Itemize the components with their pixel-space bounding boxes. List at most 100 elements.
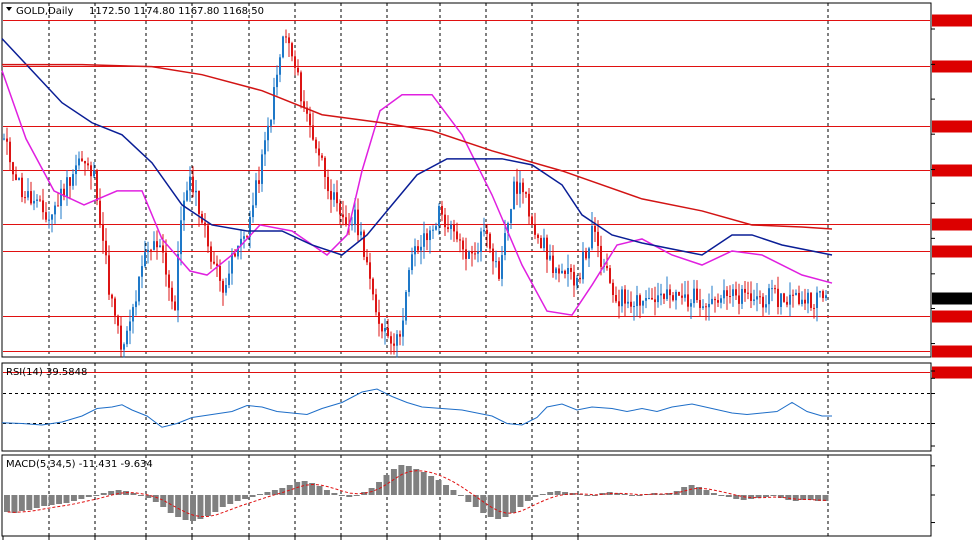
candle-body [822, 291, 824, 299]
macd-bar [554, 491, 561, 495]
candle-body [429, 230, 431, 241]
candle-body [375, 294, 377, 313]
macd-label: MACD(5,34,5) -11.431 -9.634 [6, 459, 153, 470]
macd-bar [145, 495, 152, 498]
macd-plot [4, 465, 935, 524]
candle-body [597, 231, 599, 246]
macd-bar [472, 495, 479, 507]
macd-bar [4, 495, 10, 512]
candle-body [660, 293, 662, 296]
macd-bar [777, 495, 784, 498]
candle-body [384, 328, 386, 332]
macd-bar [249, 495, 256, 497]
candle-body [234, 253, 236, 257]
candle-body [357, 209, 359, 236]
candle-body [456, 231, 458, 240]
candle-body [627, 301, 629, 304]
candle-body [390, 336, 392, 344]
level-badge [932, 366, 972, 379]
macd-bar [361, 492, 368, 495]
macd-bar [725, 495, 732, 497]
candle-body [312, 125, 314, 140]
macd-bar [710, 493, 717, 495]
candle-body [555, 268, 557, 274]
candle-body [639, 295, 641, 306]
triangle-down-icon[interactable] [6, 7, 12, 11]
candle-body [114, 298, 116, 316]
candle-body [54, 205, 56, 215]
candle-body [309, 113, 311, 126]
main-panel-frame [1, 2, 932, 358]
candle-body [528, 193, 530, 217]
level-badge [932, 120, 972, 133]
macd-bar [93, 495, 100, 496]
candle-body [42, 200, 44, 213]
candle-body [231, 253, 233, 274]
macd-bar [629, 495, 636, 496]
macd-bar [152, 495, 159, 502]
macd-bar [495, 495, 502, 519]
macd-bar [390, 469, 397, 495]
candle-body [426, 233, 428, 241]
candle-body [405, 292, 407, 321]
candle-body [21, 177, 23, 198]
macd-bar [420, 472, 427, 495]
candle-body [804, 299, 806, 304]
candle-body [294, 56, 296, 68]
candle-body [318, 148, 320, 156]
candle-body [165, 252, 167, 275]
candle-body [741, 288, 743, 304]
candle-body [162, 245, 164, 253]
candle-body [186, 190, 188, 201]
candle-body [585, 252, 587, 259]
candle-body [117, 315, 119, 326]
candle-body [759, 296, 761, 298]
candle-body [171, 287, 173, 302]
macd-bar [681, 487, 688, 495]
candle-body [93, 170, 95, 177]
candle-body [513, 181, 515, 210]
macd-bar [70, 495, 77, 501]
level-badge [932, 245, 972, 258]
macd-bar [562, 492, 569, 495]
candle-body [336, 192, 338, 204]
candle-body [276, 74, 278, 88]
candle-body [111, 294, 113, 299]
candle-body [495, 261, 497, 263]
candle-body [216, 263, 218, 266]
candle-body [510, 209, 512, 224]
candle-body [30, 191, 32, 204]
candle-body [657, 295, 659, 303]
macd-bar [197, 495, 204, 519]
candle-body [663, 293, 665, 299]
candle-body [102, 223, 104, 241]
candle-body [615, 295, 617, 302]
macd-bar [323, 490, 330, 495]
macd-bar [26, 495, 33, 510]
candle-body [420, 246, 422, 251]
rsi-line [1, 388, 832, 428]
candle-body [150, 249, 152, 251]
candle-body [450, 224, 452, 229]
candle-body [474, 253, 476, 255]
candle-body [330, 191, 332, 200]
macd-bar [11, 495, 18, 513]
candle-body [642, 300, 644, 306]
candle-body [66, 177, 68, 197]
candle-body [636, 295, 638, 307]
macd-bar [636, 495, 643, 496]
candle-body [210, 246, 212, 262]
macd-bar [480, 495, 487, 513]
macd-bar [41, 495, 48, 506]
candle-body [549, 255, 551, 260]
candle-body [306, 107, 308, 114]
candle-body [189, 176, 191, 191]
candle-body [396, 334, 398, 346]
candle-body [501, 255, 503, 279]
candle-body [18, 177, 20, 181]
candle-body [768, 288, 770, 305]
candle-body [81, 158, 83, 161]
macd-bar [807, 495, 814, 500]
